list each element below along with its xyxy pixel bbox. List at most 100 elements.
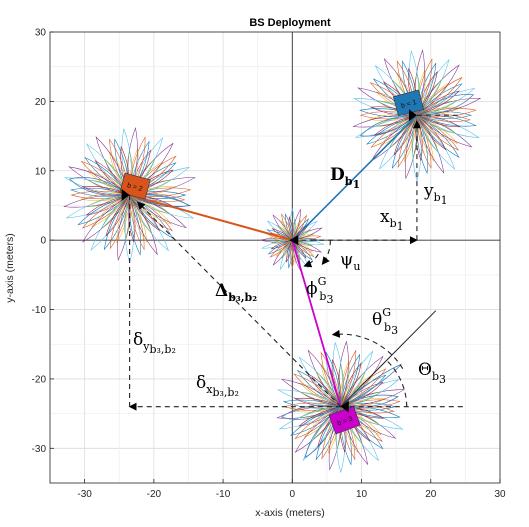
label-theta_G: θG b3	[372, 306, 398, 337]
pattern-lobe	[70, 187, 130, 197]
x-tick-label: 10	[356, 489, 368, 500]
pattern-lobe	[354, 114, 418, 138]
pattern-lobe	[340, 406, 404, 430]
pattern-lobe	[292, 239, 315, 258]
label-Theta-text: Θb3	[418, 360, 446, 386]
pattern-lobe	[266, 220, 293, 241]
plot-frame	[49, 31, 501, 484]
bs3-back-lobe	[304, 406, 342, 459]
bs2-main-lobe	[68, 176, 130, 197]
pattern-lobe	[281, 378, 341, 407]
pattern-lobe	[103, 194, 130, 251]
pattern-lobe	[292, 214, 308, 241]
theta-arc	[331, 329, 404, 369]
y-tick-label: 30	[35, 28, 47, 39]
bs1-marker: b = 1	[392, 89, 424, 122]
link-user-bs1	[291, 114, 418, 241]
pattern-lobe	[416, 114, 461, 128]
x-tick-label: -10	[216, 489, 231, 500]
pattern-lobe	[416, 114, 480, 139]
pattern-lobe	[129, 194, 192, 207]
y-tick-label: -10	[32, 305, 47, 316]
pattern-lobe	[416, 115, 460, 158]
pattern-lobe	[366, 114, 418, 145]
label-delta_x-text: δxb₃,b₂	[196, 373, 239, 399]
pattern-lobe	[287, 240, 293, 269]
user-antenna-marker	[289, 235, 299, 246]
label-x_b1-text: xb1	[380, 207, 404, 233]
bs2-back-lobe	[129, 193, 190, 208]
pattern-lobe	[391, 115, 418, 169]
bs1-main-lobe	[416, 93, 475, 116]
label-delta_y: δyb₃,b₂	[133, 330, 176, 356]
bs3-main-lobe	[280, 404, 341, 420]
x-tick-label: -30	[77, 489, 92, 500]
pattern-lobe	[416, 115, 456, 170]
pattern-lobe	[294, 406, 342, 453]
pattern-lobe	[95, 136, 130, 196]
pattern-lobe	[416, 58, 450, 116]
pattern-lobe	[86, 143, 130, 196]
link-user-bs3	[291, 239, 342, 407]
label-delta_x: δxb₃,b₂	[196, 373, 239, 399]
pattern-lobe	[340, 350, 374, 407]
pattern-lobe	[404, 115, 418, 180]
pattern-lobe	[272, 239, 293, 266]
pattern-lobe	[292, 208, 301, 241]
pattern-lobe	[127, 127, 138, 196]
pattern-lobe	[416, 114, 473, 148]
y-tick-label: 0	[40, 236, 46, 247]
pattern-lobe	[416, 115, 428, 175]
pattern-lobe	[292, 227, 323, 241]
pattern-lobe	[129, 194, 187, 229]
bs1-antenna-arrow	[408, 109, 417, 122]
phi-arc	[303, 253, 319, 268]
y-tick-label: -20	[32, 374, 47, 385]
y-tick-label: 20	[35, 97, 47, 108]
label-phi-text: ϕG b3	[306, 275, 333, 306]
pattern-lobe	[129, 177, 196, 196]
bs-markers: b = 1 b = 2 b = 3	[119, 89, 424, 435]
label-delta_label: Δb₃,b₂	[215, 281, 257, 304]
pattern-lobe	[82, 194, 130, 243]
pattern-lobe	[298, 356, 342, 407]
pattern-lobe	[416, 115, 459, 145]
y-axis-label: y-axis (meters)	[4, 233, 16, 302]
pattern-lobe	[340, 405, 395, 414]
pattern-lobe	[292, 239, 307, 259]
pattern-lobe	[281, 213, 293, 241]
pattern-lobe	[289, 406, 341, 437]
pattern-lobe	[326, 351, 342, 407]
bs2-marker: b = 2	[119, 172, 151, 202]
psi-arc	[321, 240, 331, 265]
pattern-lobe	[352, 114, 418, 128]
pattern-lobe	[340, 379, 400, 407]
pattern-lobe	[129, 194, 169, 252]
bs3-box	[328, 405, 361, 435]
axes: -30 -20 -10 0 10 20 30 -30 -20 -10 0 10 20 30	[32, 28, 506, 501]
pattern-lobe	[277, 389, 341, 407]
pattern-lobe	[267, 239, 293, 255]
pattern-lobe	[279, 239, 293, 271]
y-tick-label: -30	[32, 444, 47, 455]
pattern-lobe	[65, 194, 130, 219]
x-tick-label: 20	[425, 489, 437, 500]
label-D: Db1	[330, 165, 360, 191]
math-labels: Db1 xb1 yb1 ψu ϕG b3 Δb₃,b₂ θG b3 Θb3 δyb₃,b₂ δxb₃,…	[133, 165, 448, 399]
delta-b3-b2-arrow	[136, 201, 342, 408]
label-theta_G-text: θG b3	[372, 306, 398, 337]
pattern-lobe	[90, 194, 130, 252]
pattern-lobe	[270, 239, 293, 250]
pattern-lobe	[290, 240, 295, 269]
pattern-lobe	[340, 353, 361, 407]
bs1-label: b = 1	[400, 99, 417, 110]
x-axis-label: x-axis (meters)	[255, 507, 324, 519]
pattern-lobe	[259, 237, 293, 243]
bs3-beam-direction	[340, 310, 437, 408]
bs3-side-lobe	[340, 394, 399, 408]
bs2-antenna-arrow	[121, 189, 130, 202]
pattern-lobe	[416, 83, 463, 116]
pattern-lobe	[288, 216, 293, 241]
x-tick-label: 0	[290, 489, 296, 500]
